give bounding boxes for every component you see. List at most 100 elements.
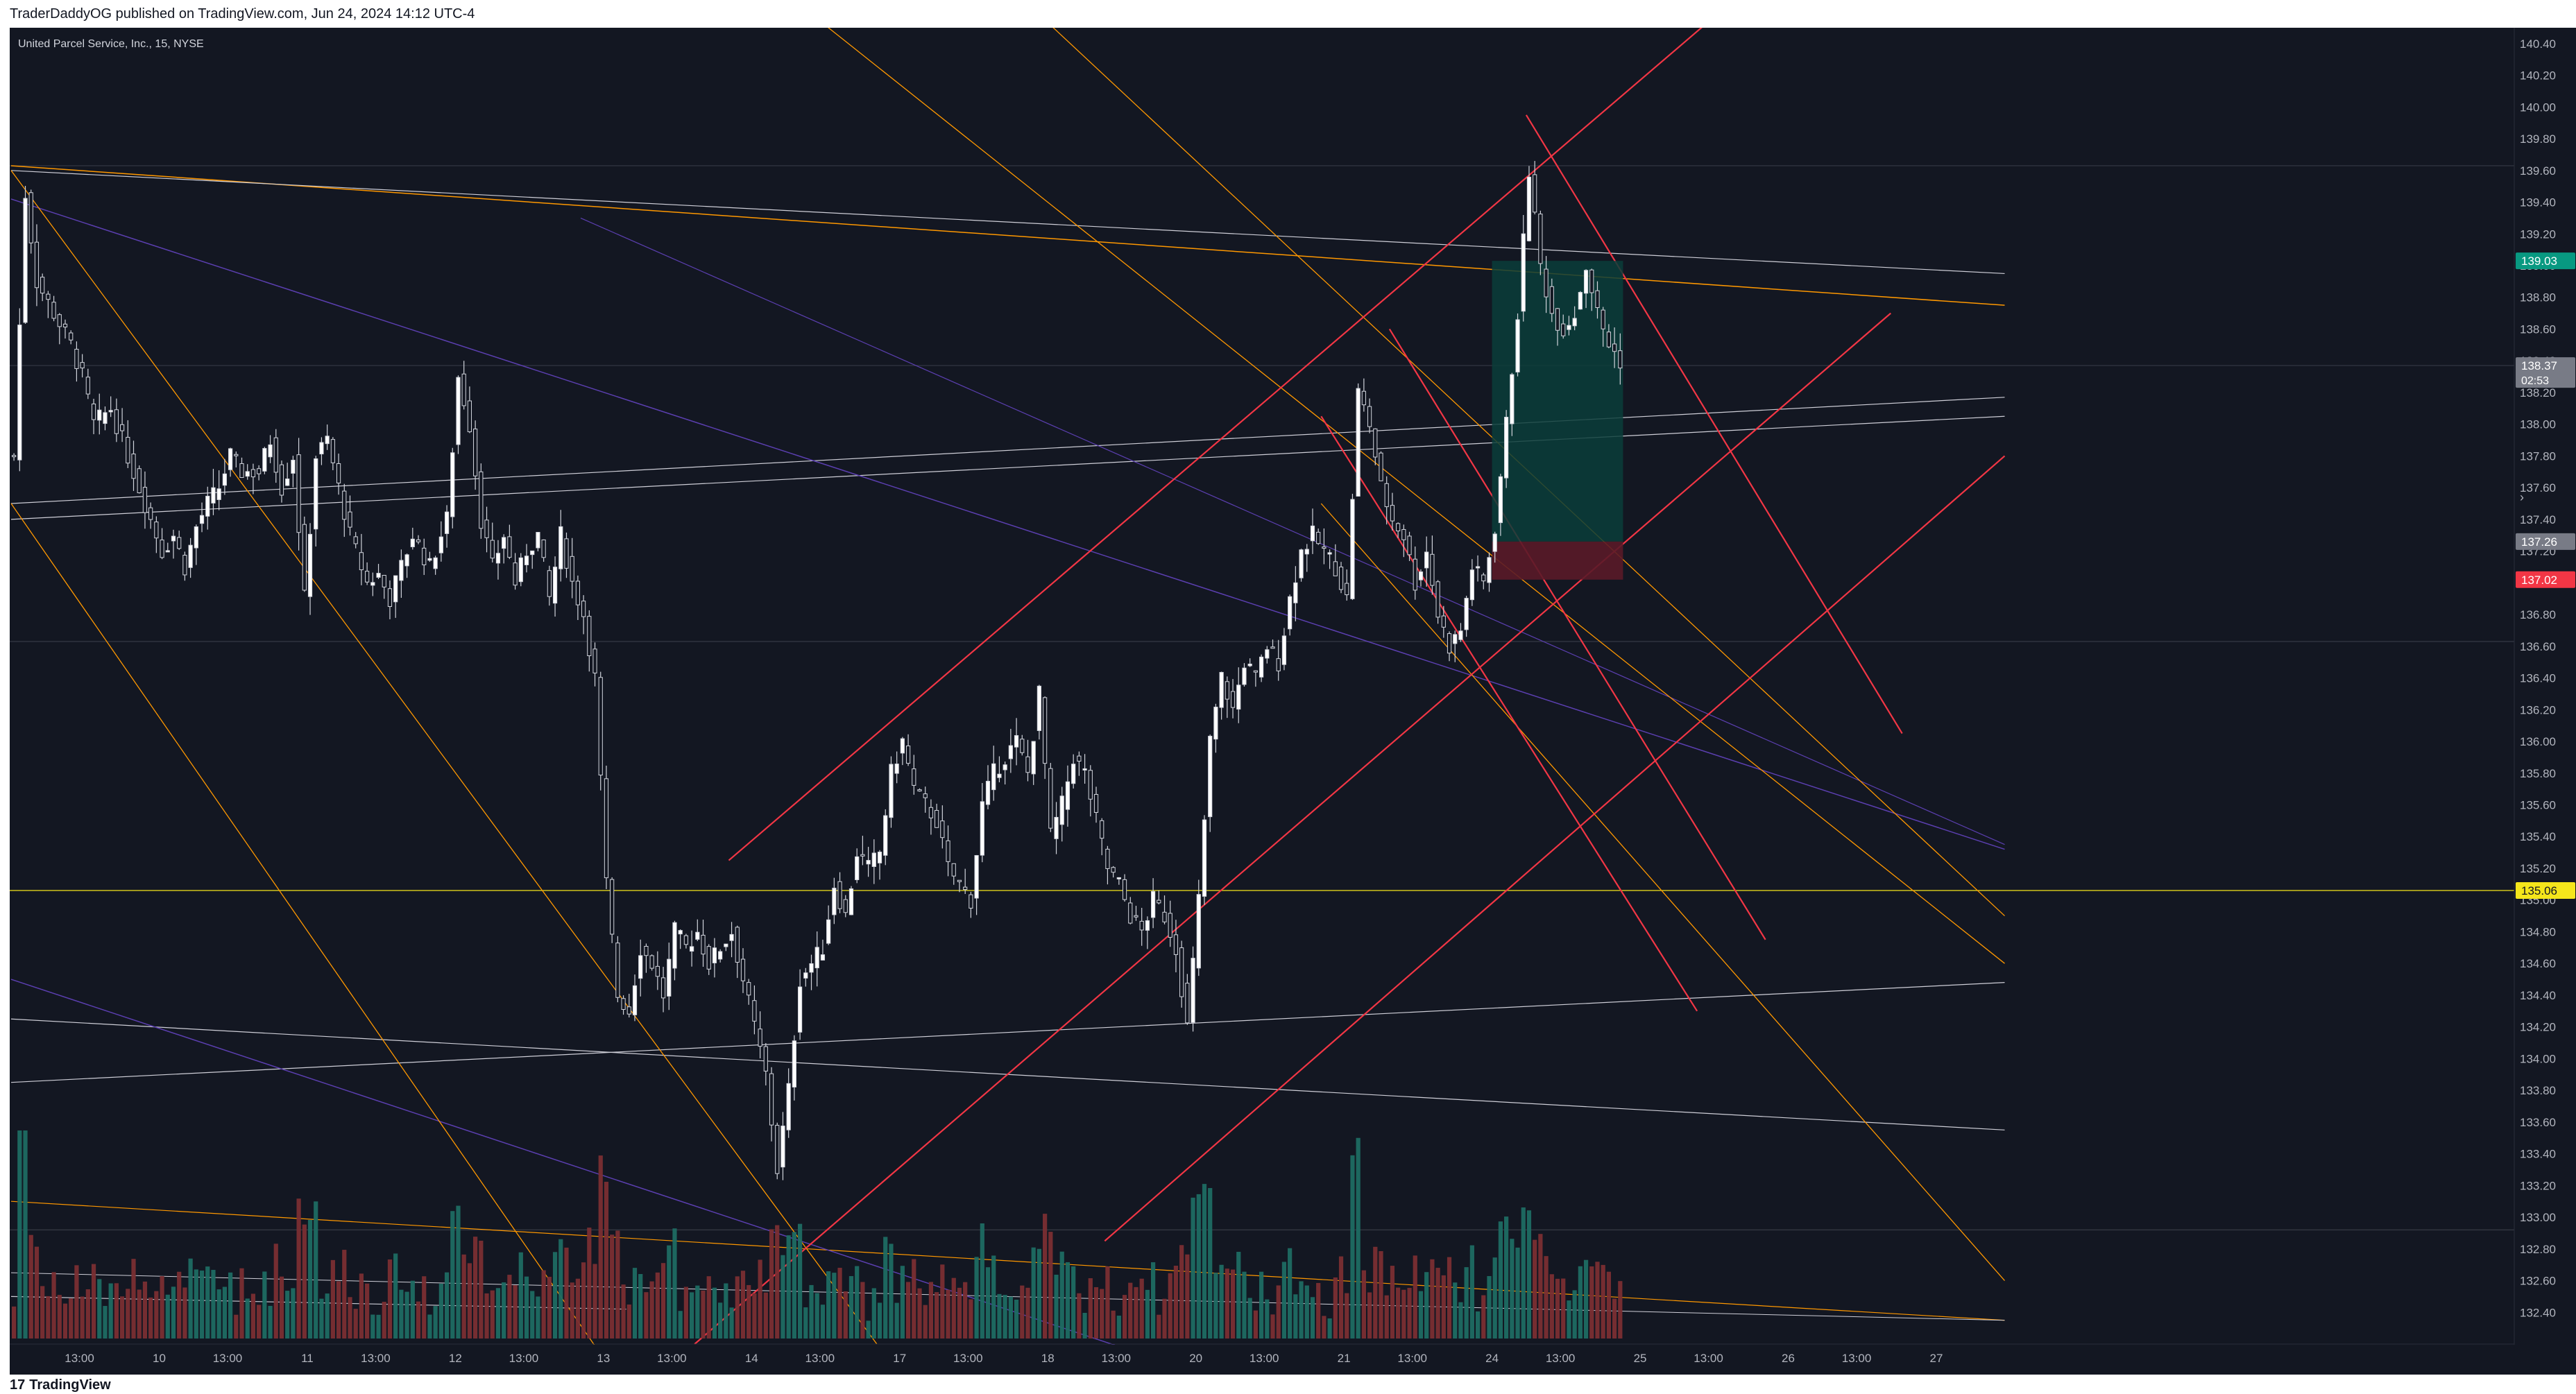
price-tick-label: 138.20: [2520, 386, 2556, 399]
trend-line: [580, 217, 2005, 845]
volume-bar: [1538, 1234, 1543, 1339]
publish-header: TraderDaddyOG published on TradingView.c…: [0, 0, 2576, 28]
volume-bar: [1008, 1296, 1013, 1339]
volume-bar: [1487, 1275, 1492, 1339]
candle-body: [279, 464, 284, 496]
volume-bar: [592, 1264, 597, 1339]
price-tick-label: 140.00: [2520, 101, 2556, 114]
volume-bar: [1059, 1251, 1064, 1339]
volume-bar: [97, 1279, 102, 1339]
volume-bar: [1225, 1268, 1229, 1339]
trend-line: [10, 503, 629, 1394]
volume-bar: [28, 1234, 33, 1339]
candle-body: [114, 409, 119, 434]
candle-body: [1498, 476, 1503, 524]
candle-body: [1475, 566, 1481, 569]
volume-bar: [1071, 1266, 1076, 1339]
candle-body: [621, 998, 626, 1010]
candle-body: [1265, 649, 1270, 659]
volume-bar: [1361, 1270, 1366, 1339]
price-tick-label: 134.60: [2520, 957, 2556, 970]
volume-bar: [1043, 1214, 1048, 1339]
volume-bar: [382, 1302, 386, 1339]
candle-body: [581, 601, 586, 617]
time-tick-label: 13:00: [509, 1352, 539, 1365]
candle-body: [1151, 890, 1156, 918]
candle-body: [644, 945, 649, 956]
candle-body: [1413, 558, 1417, 591]
candle-body: [1105, 848, 1110, 869]
candle-body: [12, 455, 17, 458]
volume-bar: [160, 1276, 164, 1339]
volume-bar: [404, 1291, 409, 1339]
logo-mark-icon: 17: [10, 1377, 26, 1393]
volume-bar: [814, 1293, 819, 1339]
candle-body: [1424, 551, 1429, 569]
candle-body: [547, 570, 552, 597]
candle-body: [564, 538, 569, 569]
candle-body: [1430, 553, 1435, 586]
candle-body: [1533, 174, 1537, 213]
candle-body: [250, 469, 256, 478]
trend-line: [10, 1296, 626, 1310]
volume-bar: [626, 1304, 631, 1339]
volume-bar: [837, 1268, 842, 1339]
candle-body: [507, 536, 512, 558]
price-tick-label: 135.60: [2520, 799, 2556, 812]
candle-body: [1350, 499, 1355, 599]
candle-body: [786, 1083, 791, 1130]
candle-body: [1003, 764, 1007, 771]
price-tick-label: 138.80: [2520, 291, 2556, 304]
candle-body: [1111, 867, 1116, 873]
volume-bar: [473, 1237, 478, 1339]
time-tick-label: 13:00: [1249, 1352, 1279, 1365]
volume-bar: [1435, 1268, 1440, 1339]
candle-body: [80, 362, 85, 369]
candle-body: [1230, 691, 1236, 708]
volume-bar: [438, 1283, 443, 1339]
volume-bar: [729, 1307, 734, 1339]
volume-bar: [1116, 1316, 1121, 1339]
volume-bar: [80, 1296, 85, 1339]
time-axis[interactable]: [10, 1345, 2576, 1375]
candle-body: [325, 436, 330, 445]
candle-body: [758, 1029, 762, 1047]
trend-line: [10, 397, 2005, 504]
time-tick-label: 13:00: [1397, 1352, 1427, 1365]
volume-bar: [114, 1283, 119, 1339]
candle-body: [154, 522, 159, 539]
volume-bar: [1521, 1207, 1526, 1339]
candle-body: [1134, 915, 1138, 918]
candle-body: [495, 553, 501, 564]
volume-bar: [701, 1290, 706, 1339]
trend-line: [10, 415, 2005, 520]
candle-body: [558, 526, 563, 569]
scroll-right-icon[interactable]: ›: [2520, 490, 2524, 504]
footer: 17 TradingView: [0, 1375, 2576, 1394]
candle-body: [638, 955, 643, 979]
volume-bar: [177, 1271, 182, 1339]
time-tick-label: 26: [1782, 1352, 1795, 1365]
chart-area[interactable]: 132.40 132.60 132.80 133.00 133.20 133.40 133.…: [10, 11, 2576, 1394]
volume-bar: [1345, 1293, 1349, 1339]
volume-bar: [1453, 1282, 1458, 1339]
volume-bar: [314, 1201, 318, 1339]
time-tick-label: 20: [1189, 1352, 1202, 1365]
price-axis[interactable]: [2515, 28, 2576, 1375]
time-tick-label: 13:00: [805, 1352, 835, 1365]
volume-bar: [211, 1270, 216, 1339]
candle-body: [40, 277, 45, 294]
candle-body: [951, 863, 956, 877]
volume-bar: [285, 1291, 290, 1339]
volume-bar: [1322, 1316, 1327, 1339]
candle-body: [814, 947, 819, 969]
candlestick-chart[interactable]: 132.40 132.60 132.80 133.00 133.20 133.40 133.…: [10, 11, 2576, 1394]
volume-bar: [1293, 1294, 1298, 1339]
volume-bar: [1544, 1256, 1549, 1339]
candle-body: [683, 935, 688, 945]
volume-bar: [427, 1314, 432, 1339]
candle-body: [963, 886, 968, 890]
volume-bar: [1413, 1255, 1417, 1339]
candle-body: [1299, 549, 1304, 578]
volume-bar: [610, 1234, 615, 1339]
